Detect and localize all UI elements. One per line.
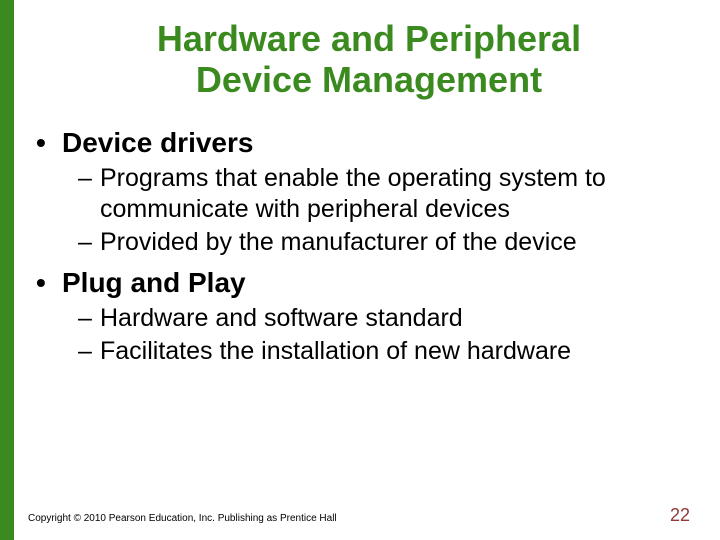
- bullet-level1: • Plug and Play: [36, 267, 690, 299]
- sub-bullet-group: – Programs that enable the operating sys…: [36, 163, 690, 259]
- slide-title: Hardware and Peripheral Device Managemen…: [18, 0, 720, 121]
- bullet-level2: – Facilitates the installation of new ha…: [78, 336, 690, 367]
- bullet-dot-icon: •: [36, 267, 62, 299]
- sub-bullet-text: Facilitates the installation of new hard…: [100, 336, 571, 367]
- bullet-dash-icon: –: [78, 336, 100, 367]
- sub-bullet-text: Hardware and software standard: [100, 303, 463, 334]
- bullet-level1: • Device drivers: [36, 127, 690, 159]
- sub-bullet-group: – Hardware and software standard – Facil…: [36, 303, 690, 368]
- bullet-dash-icon: –: [78, 227, 100, 258]
- bullet-label: Plug and Play: [62, 267, 246, 299]
- bullet-dot-icon: •: [36, 127, 62, 159]
- bullet-level2: – Programs that enable the operating sys…: [78, 163, 690, 226]
- title-line-2: Device Management: [196, 59, 542, 100]
- slide: Hardware and Peripheral Device Managemen…: [0, 0, 720, 540]
- title-line-1: Hardware and Peripheral: [157, 18, 581, 59]
- copyright-text: Copyright © 2010 Pearson Education, Inc.…: [28, 513, 337, 524]
- bullet-label: Device drivers: [62, 127, 253, 159]
- sub-bullet-text: Provided by the manufacturer of the devi…: [100, 227, 577, 258]
- page-number: 22: [670, 505, 690, 526]
- bullet-level2: – Provided by the manufacturer of the de…: [78, 227, 690, 258]
- bullet-dash-icon: –: [78, 163, 100, 226]
- bullet-dash-icon: –: [78, 303, 100, 334]
- sub-bullet-text: Programs that enable the operating syste…: [100, 163, 690, 226]
- bullet-level2: – Hardware and software standard: [78, 303, 690, 334]
- slide-body: • Device drivers – Programs that enable …: [18, 127, 720, 367]
